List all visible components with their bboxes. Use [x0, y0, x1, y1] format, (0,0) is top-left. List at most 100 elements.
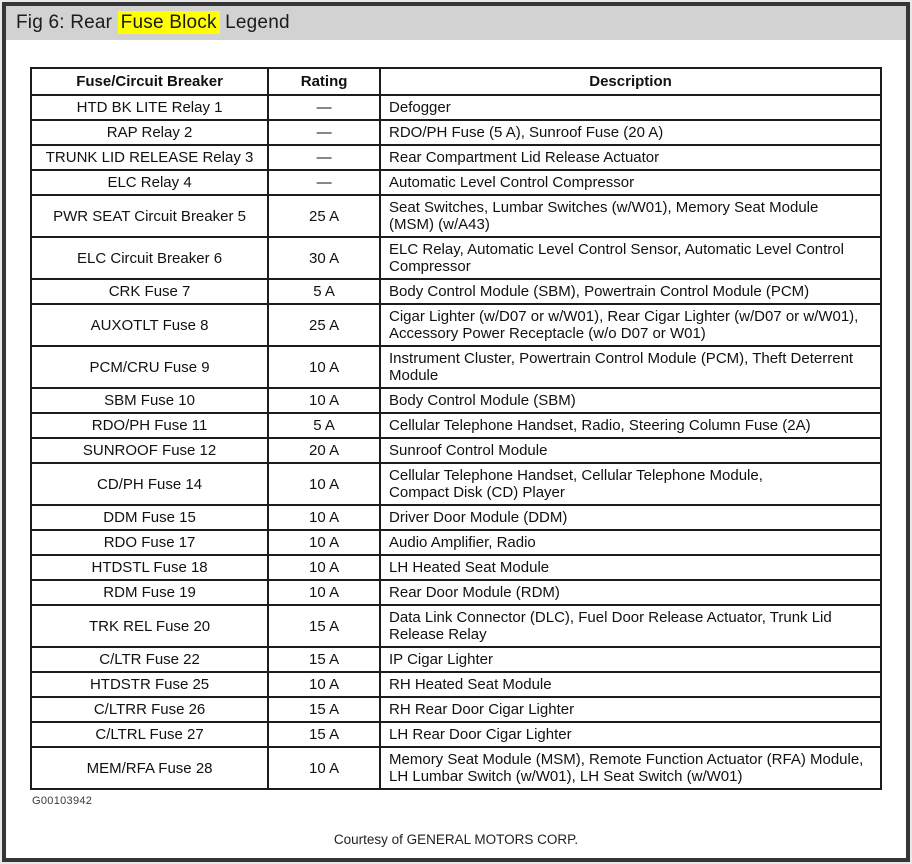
fuse-name: RDM Fuse 19: [29, 579, 270, 606]
table-row: PWR SEAT Circuit Breaker 5 25 A Seat Swi…: [29, 194, 882, 238]
table-row: RAP Relay 2 — RDO/PH Fuse (5 A), Sunroof…: [29, 119, 882, 146]
fuse-rating: 10 A: [267, 671, 382, 698]
fuse-description: Data Link Connector (DLC), Fuel Door Rel…: [379, 604, 882, 648]
table-row: PCM/CRU Fuse 9 10 A Instrument Cluster, …: [29, 345, 882, 389]
fuse-rating: 25 A: [267, 303, 382, 347]
fuse-name: RDO Fuse 17: [29, 529, 270, 556]
fuse-name: PWR SEAT Circuit Breaker 5: [29, 194, 270, 238]
fuse-legend-table: Fuse/Circuit Breaker Rating Description …: [29, 67, 882, 790]
fuse-description: Automatic Level Control Compressor: [379, 169, 882, 196]
fuse-rating: 10 A: [267, 554, 382, 581]
fuse-name: HTDSTR Fuse 25: [29, 671, 270, 698]
fuse-rating: —: [267, 144, 382, 171]
table-row: RDO Fuse 17 10 A Audio Amplifier, Radio: [29, 529, 882, 556]
fuse-rating: 25 A: [267, 194, 382, 238]
table-row: HTD BK LITE Relay 1 — Defogger: [29, 94, 882, 121]
fuse-description: LH Rear Door Cigar Lighter: [379, 721, 882, 748]
fuse-description: IP Cigar Lighter: [379, 646, 882, 673]
fuse-description: ELC Relay, Automatic Level Control Senso…: [379, 236, 882, 280]
fuse-name: TRK REL Fuse 20: [29, 604, 270, 648]
table-header: Fuse/Circuit Breaker Rating Description: [29, 67, 882, 96]
fuse-description: Body Control Module (SBM), Powertrain Co…: [379, 278, 882, 305]
column-header-fuse: Fuse/Circuit Breaker: [29, 67, 270, 96]
column-header-rating: Rating: [267, 67, 382, 96]
fuse-description: Seat Switches, Lumbar Switches (w/W01), …: [379, 194, 882, 238]
fuse-description: RH Rear Door Cigar Lighter: [379, 696, 882, 723]
fuse-description: Cellular Telephone Handset, Radio, Steer…: [379, 412, 882, 439]
fuse-rating: 10 A: [267, 387, 382, 414]
fuse-rating: 20 A: [267, 437, 382, 464]
figure-title-prefix: Fig 6: Rear: [16, 12, 118, 33]
fuse-description: Cigar Lighter (w/D07 or w/W01), Rear Cig…: [379, 303, 882, 347]
fuse-rating: —: [267, 94, 382, 121]
fuse-description: Cellular Telephone Handset, Cellular Tel…: [379, 462, 882, 506]
table-row: HTDSTL Fuse 18 10 A LH Heated Seat Modul…: [29, 554, 882, 581]
fuse-rating: 5 A: [267, 278, 382, 305]
table-row: C/LTR Fuse 22 15 A IP Cigar Lighter: [29, 646, 882, 673]
fuse-name: C/LTR Fuse 22: [29, 646, 270, 673]
fuse-rating: 15 A: [267, 646, 382, 673]
table-row: C/LTRL Fuse 27 15 A LH Rear Door Cigar L…: [29, 721, 882, 748]
fuse-rating: 15 A: [267, 721, 382, 748]
fuse-description: Sunroof Control Module: [379, 437, 882, 464]
fuse-name: HTDSTL Fuse 18: [29, 554, 270, 581]
column-header-description: Description: [379, 67, 882, 96]
table-row: TRK REL Fuse 20 15 A Data Link Connector…: [29, 604, 882, 648]
fuse-name: AUXOTLT Fuse 8: [29, 303, 270, 347]
table-row: SUNROOF Fuse 12 20 A Sunroof Control Mod…: [29, 437, 882, 464]
table-row: TRUNK LID RELEASE Relay 3 — Rear Compart…: [29, 144, 882, 171]
fuse-rating: 10 A: [267, 345, 382, 389]
table-row: SBM Fuse 10 10 A Body Control Module (SB…: [29, 387, 882, 414]
fuse-name: PCM/CRU Fuse 9: [29, 345, 270, 389]
table-row: C/LTRR Fuse 26 15 A RH Rear Door Cigar L…: [29, 696, 882, 723]
fuse-name: ELC Relay 4: [29, 169, 270, 196]
fuse-description: Audio Amplifier, Radio: [379, 529, 882, 556]
fuse-table-body: HTD BK LITE Relay 1 — Defogger RAP Relay…: [29, 94, 882, 790]
table-row: MEM/RFA Fuse 28 10 A Memory Seat Module …: [29, 746, 882, 790]
fuse-description: Defogger: [379, 94, 882, 121]
fuse-rating: 5 A: [267, 412, 382, 439]
fuse-name: DDM Fuse 15: [29, 504, 270, 531]
table-row: AUXOTLT Fuse 8 25 A Cigar Lighter (w/D07…: [29, 303, 882, 347]
table-row: RDM Fuse 19 10 A Rear Door Module (RDM): [29, 579, 882, 606]
table-row: HTDSTR Fuse 25 10 A RH Heated Seat Modul…: [29, 671, 882, 698]
fuse-rating: 10 A: [267, 529, 382, 556]
fuse-name: SBM Fuse 10: [29, 387, 270, 414]
fuse-description: Rear Door Module (RDM): [379, 579, 882, 606]
figure-title-highlight: Fuse Block: [117, 11, 220, 34]
fuse-description: Driver Door Module (DDM): [379, 504, 882, 531]
fuse-rating: —: [267, 119, 382, 146]
table-row: CRK Fuse 7 5 A Body Control Module (SBM)…: [29, 278, 882, 305]
fuse-name: TRUNK LID RELEASE Relay 3: [29, 144, 270, 171]
fuse-rating: 10 A: [267, 504, 382, 531]
fuse-name: CRK Fuse 7: [29, 278, 270, 305]
fuse-description: RH Heated Seat Module: [379, 671, 882, 698]
fuse-name: CD/PH Fuse 14: [29, 462, 270, 506]
fuse-description: LH Heated Seat Module: [379, 554, 882, 581]
fuse-name: RDO/PH Fuse 11: [29, 412, 270, 439]
table-row: CD/PH Fuse 14 10 A Cellular Telephone Ha…: [29, 462, 882, 506]
fuse-name: ELC Circuit Breaker 6: [29, 236, 270, 280]
fuse-description: Instrument Cluster, Powertrain Control M…: [379, 345, 882, 389]
fuse-name: HTD BK LITE Relay 1: [29, 94, 270, 121]
figure-title-suffix: Legend: [219, 12, 290, 33]
fuse-rating: 15 A: [267, 604, 382, 648]
fuse-name: C/LTRL Fuse 27: [29, 721, 270, 748]
figure-title-bar: Fig 6: Rear Fuse Block Legend: [6, 6, 906, 40]
fuse-legend-table-container: Fuse/Circuit Breaker Rating Description …: [29, 67, 906, 790]
fuse-name: RAP Relay 2: [29, 119, 270, 146]
table-row: ELC Relay 4 — Automatic Level Control Co…: [29, 169, 882, 196]
fuse-rating: 10 A: [267, 746, 382, 790]
fuse-name: SUNROOF Fuse 12: [29, 437, 270, 464]
fuse-name: C/LTRR Fuse 26: [29, 696, 270, 723]
table-row: ELC Circuit Breaker 6 30 A ELC Relay, Au…: [29, 236, 882, 280]
courtesy-line: Courtesy of GENERAL MOTORS CORP.: [333, 832, 579, 847]
figure-id: G00103942: [32, 795, 93, 807]
fuse-rating: 10 A: [267, 579, 382, 606]
fuse-rating: 15 A: [267, 696, 382, 723]
fuse-rating: 30 A: [267, 236, 382, 280]
fuse-name: MEM/RFA Fuse 28: [29, 746, 270, 790]
fuse-description: RDO/PH Fuse (5 A), Sunroof Fuse (20 A): [379, 119, 882, 146]
table-row: RDO/PH Fuse 11 5 A Cellular Telephone Ha…: [29, 412, 882, 439]
